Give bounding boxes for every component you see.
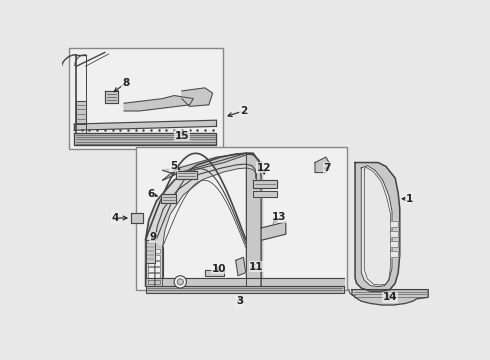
Polygon shape [205, 270, 224, 276]
Text: 2: 2 [240, 106, 247, 116]
Polygon shape [131, 213, 143, 223]
Text: 12: 12 [257, 163, 271, 173]
Text: 11: 11 [249, 261, 264, 271]
Text: 13: 13 [271, 212, 286, 222]
Polygon shape [124, 95, 194, 111]
Text: 5: 5 [170, 161, 177, 171]
Text: 10: 10 [212, 264, 226, 274]
Polygon shape [391, 241, 398, 247]
Polygon shape [261, 222, 286, 240]
Polygon shape [76, 101, 86, 124]
Text: 1: 1 [405, 194, 413, 204]
Polygon shape [315, 157, 330, 172]
Polygon shape [146, 278, 343, 286]
Polygon shape [163, 153, 251, 180]
Polygon shape [148, 255, 160, 260]
Polygon shape [245, 153, 263, 286]
Polygon shape [355, 163, 400, 291]
Polygon shape [105, 91, 118, 103]
Text: 3: 3 [236, 296, 243, 306]
Bar [136, 147, 347, 289]
Polygon shape [146, 240, 155, 263]
Text: 9: 9 [150, 232, 157, 242]
Circle shape [174, 276, 186, 288]
Polygon shape [182, 88, 213, 106]
Polygon shape [148, 261, 160, 266]
Polygon shape [391, 231, 398, 237]
Polygon shape [161, 194, 176, 203]
Polygon shape [391, 221, 398, 227]
Polygon shape [74, 120, 217, 130]
Bar [69, 48, 222, 149]
Text: 4: 4 [111, 213, 119, 223]
Polygon shape [148, 249, 160, 253]
Polygon shape [146, 286, 343, 293]
Text: 6: 6 [147, 189, 155, 199]
Polygon shape [352, 289, 428, 305]
Polygon shape [253, 180, 276, 188]
Polygon shape [163, 153, 253, 174]
Text: 15: 15 [174, 131, 189, 141]
Polygon shape [146, 239, 163, 286]
Text: 14: 14 [382, 292, 397, 302]
Polygon shape [148, 280, 160, 284]
Polygon shape [361, 166, 392, 287]
Polygon shape [148, 267, 160, 272]
Polygon shape [175, 171, 197, 179]
Polygon shape [148, 274, 160, 278]
Polygon shape [253, 191, 276, 197]
Polygon shape [74, 132, 217, 145]
Polygon shape [391, 251, 398, 257]
Polygon shape [236, 257, 245, 276]
Text: 7: 7 [324, 163, 331, 173]
Polygon shape [146, 153, 259, 286]
Text: 8: 8 [122, 78, 129, 88]
Circle shape [177, 279, 183, 285]
